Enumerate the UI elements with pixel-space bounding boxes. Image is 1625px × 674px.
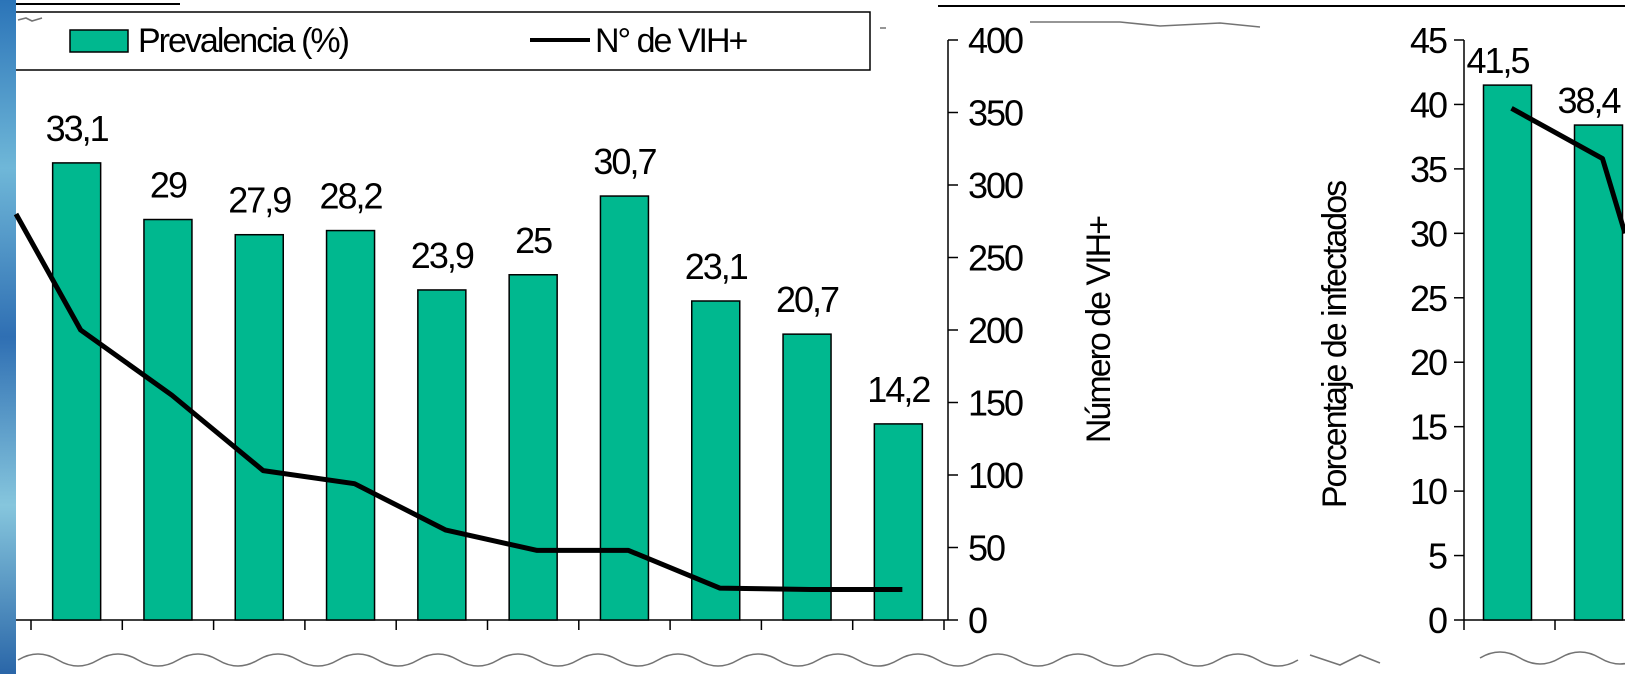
right-x-ticks (1463, 620, 1556, 630)
bar-value-label: 30,7 (593, 141, 656, 182)
y2-tick-label: 50 (968, 528, 1005, 569)
right-line-series (1510, 106, 1625, 235)
y-tick-label: 0 (1428, 600, 1447, 641)
left-chart: Prevalencia (%) N° de VIH+ 0501001502002… (13, 3, 1625, 667)
y2-tick-label: 150 (968, 383, 1023, 424)
bar-value-label: 25 (515, 220, 552, 261)
y2-tick-label: 300 (968, 165, 1023, 206)
bar-1 (143, 218, 193, 621)
bar-4 (417, 289, 467, 621)
y-tick-label: 35 (1410, 149, 1447, 190)
y-tick-label: 20 (1410, 342, 1447, 383)
left-y2-ticks: 0 50 100 150 200 250 300 350 400 (948, 20, 1025, 641)
y-tick-label: 45 (1410, 20, 1447, 61)
y2-axis-title: Número de VIH+ (1080, 216, 1118, 443)
right-bar-1 (1573, 124, 1624, 621)
scan-noise-bottom (17, 651, 1625, 667)
y-tick-label: 40 (1410, 84, 1447, 125)
right-y-ticks: 0 5 10 15 20 25 30 35 40 45 (1410, 20, 1464, 641)
y-tick-label: 25 (1410, 278, 1447, 319)
y2-tick-label: 200 (968, 310, 1023, 351)
y-tick-label: 10 (1410, 471, 1447, 512)
right-bar-labels: 41,5 38,4 (1466, 40, 1622, 121)
y2-tick-label: 400 (968, 20, 1023, 61)
legend-bar-swatch (69, 29, 129, 53)
bar-value-label: 33,1 (46, 108, 109, 149)
background-edge-strip (0, 0, 16, 674)
right-bars (1482, 84, 1624, 621)
bar-3 (325, 229, 376, 621)
y-tick-label: 15 (1410, 407, 1447, 448)
bar-0 (51, 162, 102, 621)
legend-bar-label: Prevalencia (%) (138, 22, 349, 60)
bar-value-label: 20,7 (776, 279, 839, 320)
legend-line-label: N° de VIH+ (595, 22, 748, 60)
y2-tick-label: 0 (968, 600, 987, 641)
right-bar-value-label: 38,4 (1557, 80, 1620, 121)
legend-box (16, 11, 871, 71)
y-tick-label: 5 (1428, 536, 1447, 577)
bar-value-label: 27,9 (228, 180, 291, 221)
right-bar-0 (1482, 84, 1533, 621)
bar-8 (782, 333, 832, 621)
right-chart: 0 5 10 15 20 25 30 35 40 45 41,5 38,4 Porcentaje d… (1316, 20, 1625, 641)
y2-tick-label: 100 (968, 455, 1023, 496)
bar-value-label: 29 (150, 165, 187, 206)
y-tick-label: 30 (1410, 213, 1447, 254)
left-bar-labels: 33,1 29 27,9 28,2 23,9 25 30,7 23,1 20,7 14,2 (46, 108, 933, 410)
y2-tick-label: 350 (968, 93, 1023, 134)
left-x-ticks (30, 620, 945, 630)
scan-noise-top (17, 17, 1261, 29)
line-series-vih (13, 212, 903, 593)
bar-value-label: 23,9 (411, 235, 474, 276)
left-bars (51, 162, 924, 621)
y-axis-title: Porcentaje de infectados (1316, 181, 1354, 508)
bar-value-label: 28,2 (320, 176, 383, 217)
legend: Prevalencia (%) N° de VIH+ (16, 11, 871, 71)
right-bar-value-label: 41,5 (1466, 40, 1529, 81)
bar-value-label: 23,1 (685, 246, 748, 287)
bar-5 (508, 274, 558, 621)
bar-2 (234, 233, 284, 621)
bar-7 (691, 300, 741, 621)
y2-tick-label: 250 (968, 238, 1023, 279)
bar-value-label: 14,2 (867, 369, 930, 410)
